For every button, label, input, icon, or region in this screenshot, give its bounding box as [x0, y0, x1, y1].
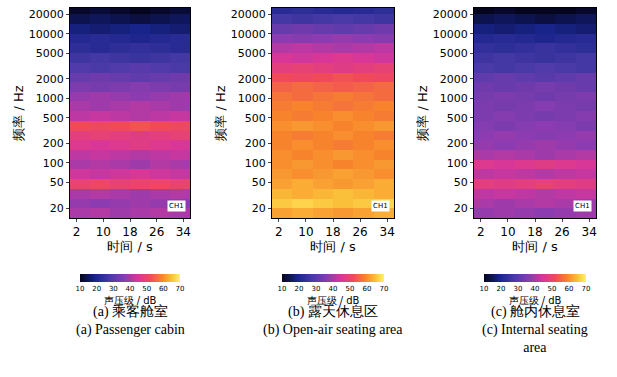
- svg-text:20: 20: [252, 202, 266, 215]
- svg-text:频率 / Hz: 频率 / Hz: [415, 85, 430, 140]
- svg-text:CH1: CH1: [169, 202, 184, 210]
- svg-text:10: 10: [298, 225, 313, 239]
- svg-text:500: 500: [447, 112, 468, 125]
- svg-text:10: 10: [500, 225, 515, 239]
- svg-text:50: 50: [346, 285, 355, 293]
- svg-text:20: 20: [497, 285, 506, 293]
- svg-text:10000: 10000: [433, 28, 468, 41]
- svg-text:声压级 / dB: 声压级 / dB: [509, 295, 562, 306]
- svg-text:20000: 20000: [231, 8, 266, 21]
- svg-text:10: 10: [480, 285, 489, 293]
- svg-text:CH1: CH1: [373, 202, 388, 210]
- svg-text:20: 20: [50, 202, 64, 215]
- svg-text:100: 100: [43, 157, 64, 170]
- svg-text:10: 10: [76, 285, 85, 293]
- svg-text:时间 / s: 时间 / s: [310, 239, 356, 254]
- svg-text:CH1: CH1: [575, 202, 590, 210]
- svg-text:18: 18: [325, 225, 340, 239]
- svg-text:声压级 / dB: 声压级 / dB: [104, 295, 157, 306]
- svg-text:30: 30: [514, 285, 523, 293]
- svg-text:20000: 20000: [433, 8, 468, 21]
- svg-text:2000: 2000: [440, 73, 468, 86]
- svg-text:26: 26: [149, 225, 164, 239]
- svg-text:30: 30: [109, 285, 118, 293]
- svg-text:1000: 1000: [238, 92, 266, 105]
- svg-text:18: 18: [122, 225, 137, 239]
- svg-text:34: 34: [380, 225, 395, 239]
- svg-text:20: 20: [454, 202, 468, 215]
- svg-text:60: 60: [363, 285, 372, 293]
- svg-text:40: 40: [329, 285, 338, 293]
- svg-text:70: 70: [380, 285, 389, 293]
- svg-text:20: 20: [92, 285, 101, 293]
- svg-text:时间 / s: 时间 / s: [107, 239, 153, 254]
- svg-text:40: 40: [531, 285, 540, 293]
- svg-text:2000: 2000: [36, 73, 64, 86]
- svg-text:40: 40: [126, 285, 135, 293]
- svg-text:(c) 舱内休息室: (c) 舱内休息室: [491, 304, 580, 320]
- svg-text:10000: 10000: [29, 28, 64, 41]
- svg-text:50: 50: [252, 176, 266, 189]
- svg-text:34: 34: [176, 225, 191, 239]
- svg-text:1000: 1000: [440, 92, 468, 105]
- svg-text:500: 500: [245, 112, 266, 125]
- svg-text:频率 / Hz: 频率 / Hz: [213, 85, 228, 140]
- svg-text:2000: 2000: [238, 73, 266, 86]
- svg-text:5000: 5000: [36, 47, 64, 60]
- svg-text:10: 10: [278, 285, 287, 293]
- svg-text:500: 500: [43, 112, 64, 125]
- svg-text:2: 2: [477, 225, 485, 239]
- svg-text:(a) Passenger cabin: (a) Passenger cabin: [76, 322, 185, 338]
- svg-text:(b) 露天休息区: (b) 露天休息区: [288, 304, 378, 320]
- svg-text:(a) 乘客舱室: (a) 乘客舱室: [93, 304, 168, 320]
- svg-text:100: 100: [245, 157, 266, 170]
- svg-text:60: 60: [565, 285, 574, 293]
- svg-text:10000: 10000: [231, 28, 266, 41]
- svg-text:50: 50: [50, 176, 64, 189]
- svg-text:20000: 20000: [29, 8, 64, 21]
- svg-text:1000: 1000: [36, 92, 64, 105]
- svg-text:50: 50: [454, 176, 468, 189]
- svg-text:200: 200: [245, 137, 266, 150]
- svg-text:18: 18: [527, 225, 542, 239]
- svg-text:200: 200: [447, 137, 468, 150]
- svg-text:时间 / s: 时间 / s: [512, 239, 558, 254]
- svg-text:2: 2: [275, 225, 283, 239]
- svg-text:声压级 / dB: 声压级 / dB: [307, 295, 360, 306]
- svg-text:(c) Internal seatingarea: (c) Internal seatingarea: [482, 322, 588, 355]
- svg-text:60: 60: [159, 285, 168, 293]
- svg-text:20: 20: [295, 285, 304, 293]
- svg-text:50: 50: [548, 285, 557, 293]
- svg-text:200: 200: [43, 137, 64, 150]
- svg-text:50: 50: [142, 285, 151, 293]
- svg-text:26: 26: [554, 225, 569, 239]
- svg-text:70: 70: [176, 285, 185, 293]
- svg-text:34: 34: [582, 225, 597, 239]
- svg-text:100: 100: [447, 157, 468, 170]
- svg-text:2: 2: [73, 225, 81, 239]
- svg-text:5000: 5000: [238, 47, 266, 60]
- svg-text:10: 10: [96, 225, 111, 239]
- svg-text:70: 70: [582, 285, 591, 293]
- svg-text:5000: 5000: [440, 47, 468, 60]
- svg-text:30: 30: [312, 285, 321, 293]
- svg-text:26: 26: [352, 225, 367, 239]
- svg-text:(b) Open-air seating area: (b) Open-air seating area: [263, 322, 403, 338]
- svg-text:频率 / Hz: 频率 / Hz: [11, 85, 26, 140]
